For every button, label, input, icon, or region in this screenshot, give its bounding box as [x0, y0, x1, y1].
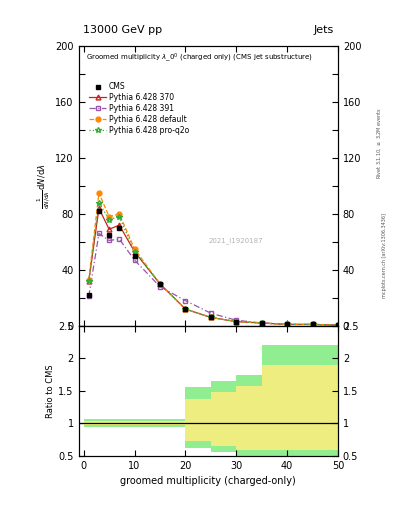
Y-axis label: Ratio to CMS: Ratio to CMS — [46, 364, 55, 418]
X-axis label: groomed multiplicity (charged-only): groomed multiplicity (charged-only) — [120, 476, 296, 486]
CMS — [208, 314, 213, 321]
Pythia 6.428 370 — [183, 306, 188, 312]
Pythia 6.428 default — [208, 314, 213, 321]
Pythia 6.428 391 — [107, 238, 112, 244]
Pythia 6.428 pro-q2o — [259, 320, 264, 326]
Text: Rivet 3.1.10, $\geq$ 3.2M events: Rivet 3.1.10, $\geq$ 3.2M events — [375, 108, 383, 179]
Pythia 6.428 370 — [97, 205, 101, 211]
Text: mcplots.cern.ch [arXiv:1306.3436]: mcplots.cern.ch [arXiv:1306.3436] — [382, 214, 387, 298]
Pythia 6.428 391 — [310, 322, 315, 328]
Pythia 6.428 default — [86, 276, 91, 283]
CMS — [285, 322, 290, 328]
Pythia 6.428 370 — [208, 314, 213, 321]
Line: Pythia 6.428 pro-q2o: Pythia 6.428 pro-q2o — [86, 200, 341, 328]
Pythia 6.428 pro-q2o — [310, 322, 315, 328]
Pythia 6.428 default — [234, 318, 239, 325]
Pythia 6.428 370 — [86, 278, 91, 284]
Pythia 6.428 391 — [336, 322, 340, 328]
CMS — [310, 322, 315, 328]
Pythia 6.428 391 — [183, 297, 188, 304]
Pythia 6.428 391 — [117, 236, 122, 242]
Text: 2021_I1920187: 2021_I1920187 — [208, 237, 263, 244]
Pythia 6.428 default — [107, 214, 112, 220]
Text: 13000 GeV pp: 13000 GeV pp — [83, 25, 162, 35]
Pythia 6.428 default — [259, 320, 264, 326]
Text: Groomed multiplicity $\lambda\_0^0$ (charged only) (CMS jet substructure): Groomed multiplicity $\lambda\_0^0$ (cha… — [86, 52, 313, 65]
Pythia 6.428 391 — [86, 293, 91, 300]
Pythia 6.428 370 — [132, 249, 137, 255]
Line: CMS: CMS — [86, 209, 340, 328]
CMS — [158, 281, 162, 287]
Pythia 6.428 370 — [234, 318, 239, 325]
Line: Pythia 6.428 391: Pythia 6.428 391 — [86, 231, 340, 328]
CMS — [97, 208, 101, 214]
Pythia 6.428 pro-q2o — [234, 318, 239, 325]
Pythia 6.428 391 — [259, 320, 264, 326]
CMS — [117, 225, 122, 231]
Pythia 6.428 default — [285, 322, 290, 328]
Pythia 6.428 pro-q2o — [117, 214, 122, 220]
Pythia 6.428 pro-q2o — [208, 314, 213, 321]
Pythia 6.428 370 — [310, 322, 315, 328]
Line: Pythia 6.428 370: Pythia 6.428 370 — [86, 206, 340, 328]
Pythia 6.428 391 — [132, 257, 137, 263]
Pythia 6.428 default — [158, 281, 162, 287]
Pythia 6.428 391 — [97, 230, 101, 237]
Pythia 6.428 pro-q2o — [158, 281, 162, 287]
Pythia 6.428 391 — [234, 317, 239, 323]
Pythia 6.428 370 — [158, 281, 162, 287]
Pythia 6.428 default — [183, 306, 188, 312]
Pythia 6.428 370 — [259, 320, 264, 326]
CMS — [86, 292, 91, 298]
Pythia 6.428 370 — [117, 222, 122, 228]
Pythia 6.428 391 — [285, 322, 290, 328]
Pythia 6.428 391 — [208, 310, 213, 316]
CMS — [259, 320, 264, 326]
Pythia 6.428 pro-q2o — [183, 306, 188, 312]
Pythia 6.428 pro-q2o — [285, 322, 290, 328]
CMS — [234, 318, 239, 325]
Pythia 6.428 pro-q2o — [107, 217, 112, 223]
CMS — [107, 232, 112, 238]
Pythia 6.428 pro-q2o — [86, 278, 91, 284]
Pythia 6.428 pro-q2o — [97, 200, 101, 206]
Pythia 6.428 default — [97, 190, 101, 196]
CMS — [132, 253, 137, 259]
Legend: CMS, Pythia 6.428 370, Pythia 6.428 391, Pythia 6.428 default, Pythia 6.428 pro-: CMS, Pythia 6.428 370, Pythia 6.428 391,… — [88, 81, 191, 136]
Pythia 6.428 default — [117, 211, 122, 217]
Pythia 6.428 default — [310, 322, 315, 328]
Pythia 6.428 370 — [107, 226, 112, 232]
Pythia 6.428 370 — [285, 322, 290, 328]
Pythia 6.428 pro-q2o — [336, 322, 340, 328]
Pythia 6.428 370 — [336, 322, 340, 328]
Pythia 6.428 default — [336, 322, 340, 328]
Y-axis label: $\frac{1}{\mathrm{d}N/\mathrm{d}\lambda}\,\mathrm{d}N/\mathrm{d}\lambda$: $\frac{1}{\mathrm{d}N/\mathrm{d}\lambda}… — [36, 163, 52, 209]
Pythia 6.428 default — [132, 246, 137, 252]
CMS — [183, 306, 188, 312]
Text: Jets: Jets — [314, 25, 334, 35]
CMS — [336, 322, 340, 328]
Pythia 6.428 pro-q2o — [132, 249, 137, 255]
Line: Pythia 6.428 default: Pythia 6.428 default — [86, 190, 340, 328]
Pythia 6.428 391 — [158, 284, 162, 290]
